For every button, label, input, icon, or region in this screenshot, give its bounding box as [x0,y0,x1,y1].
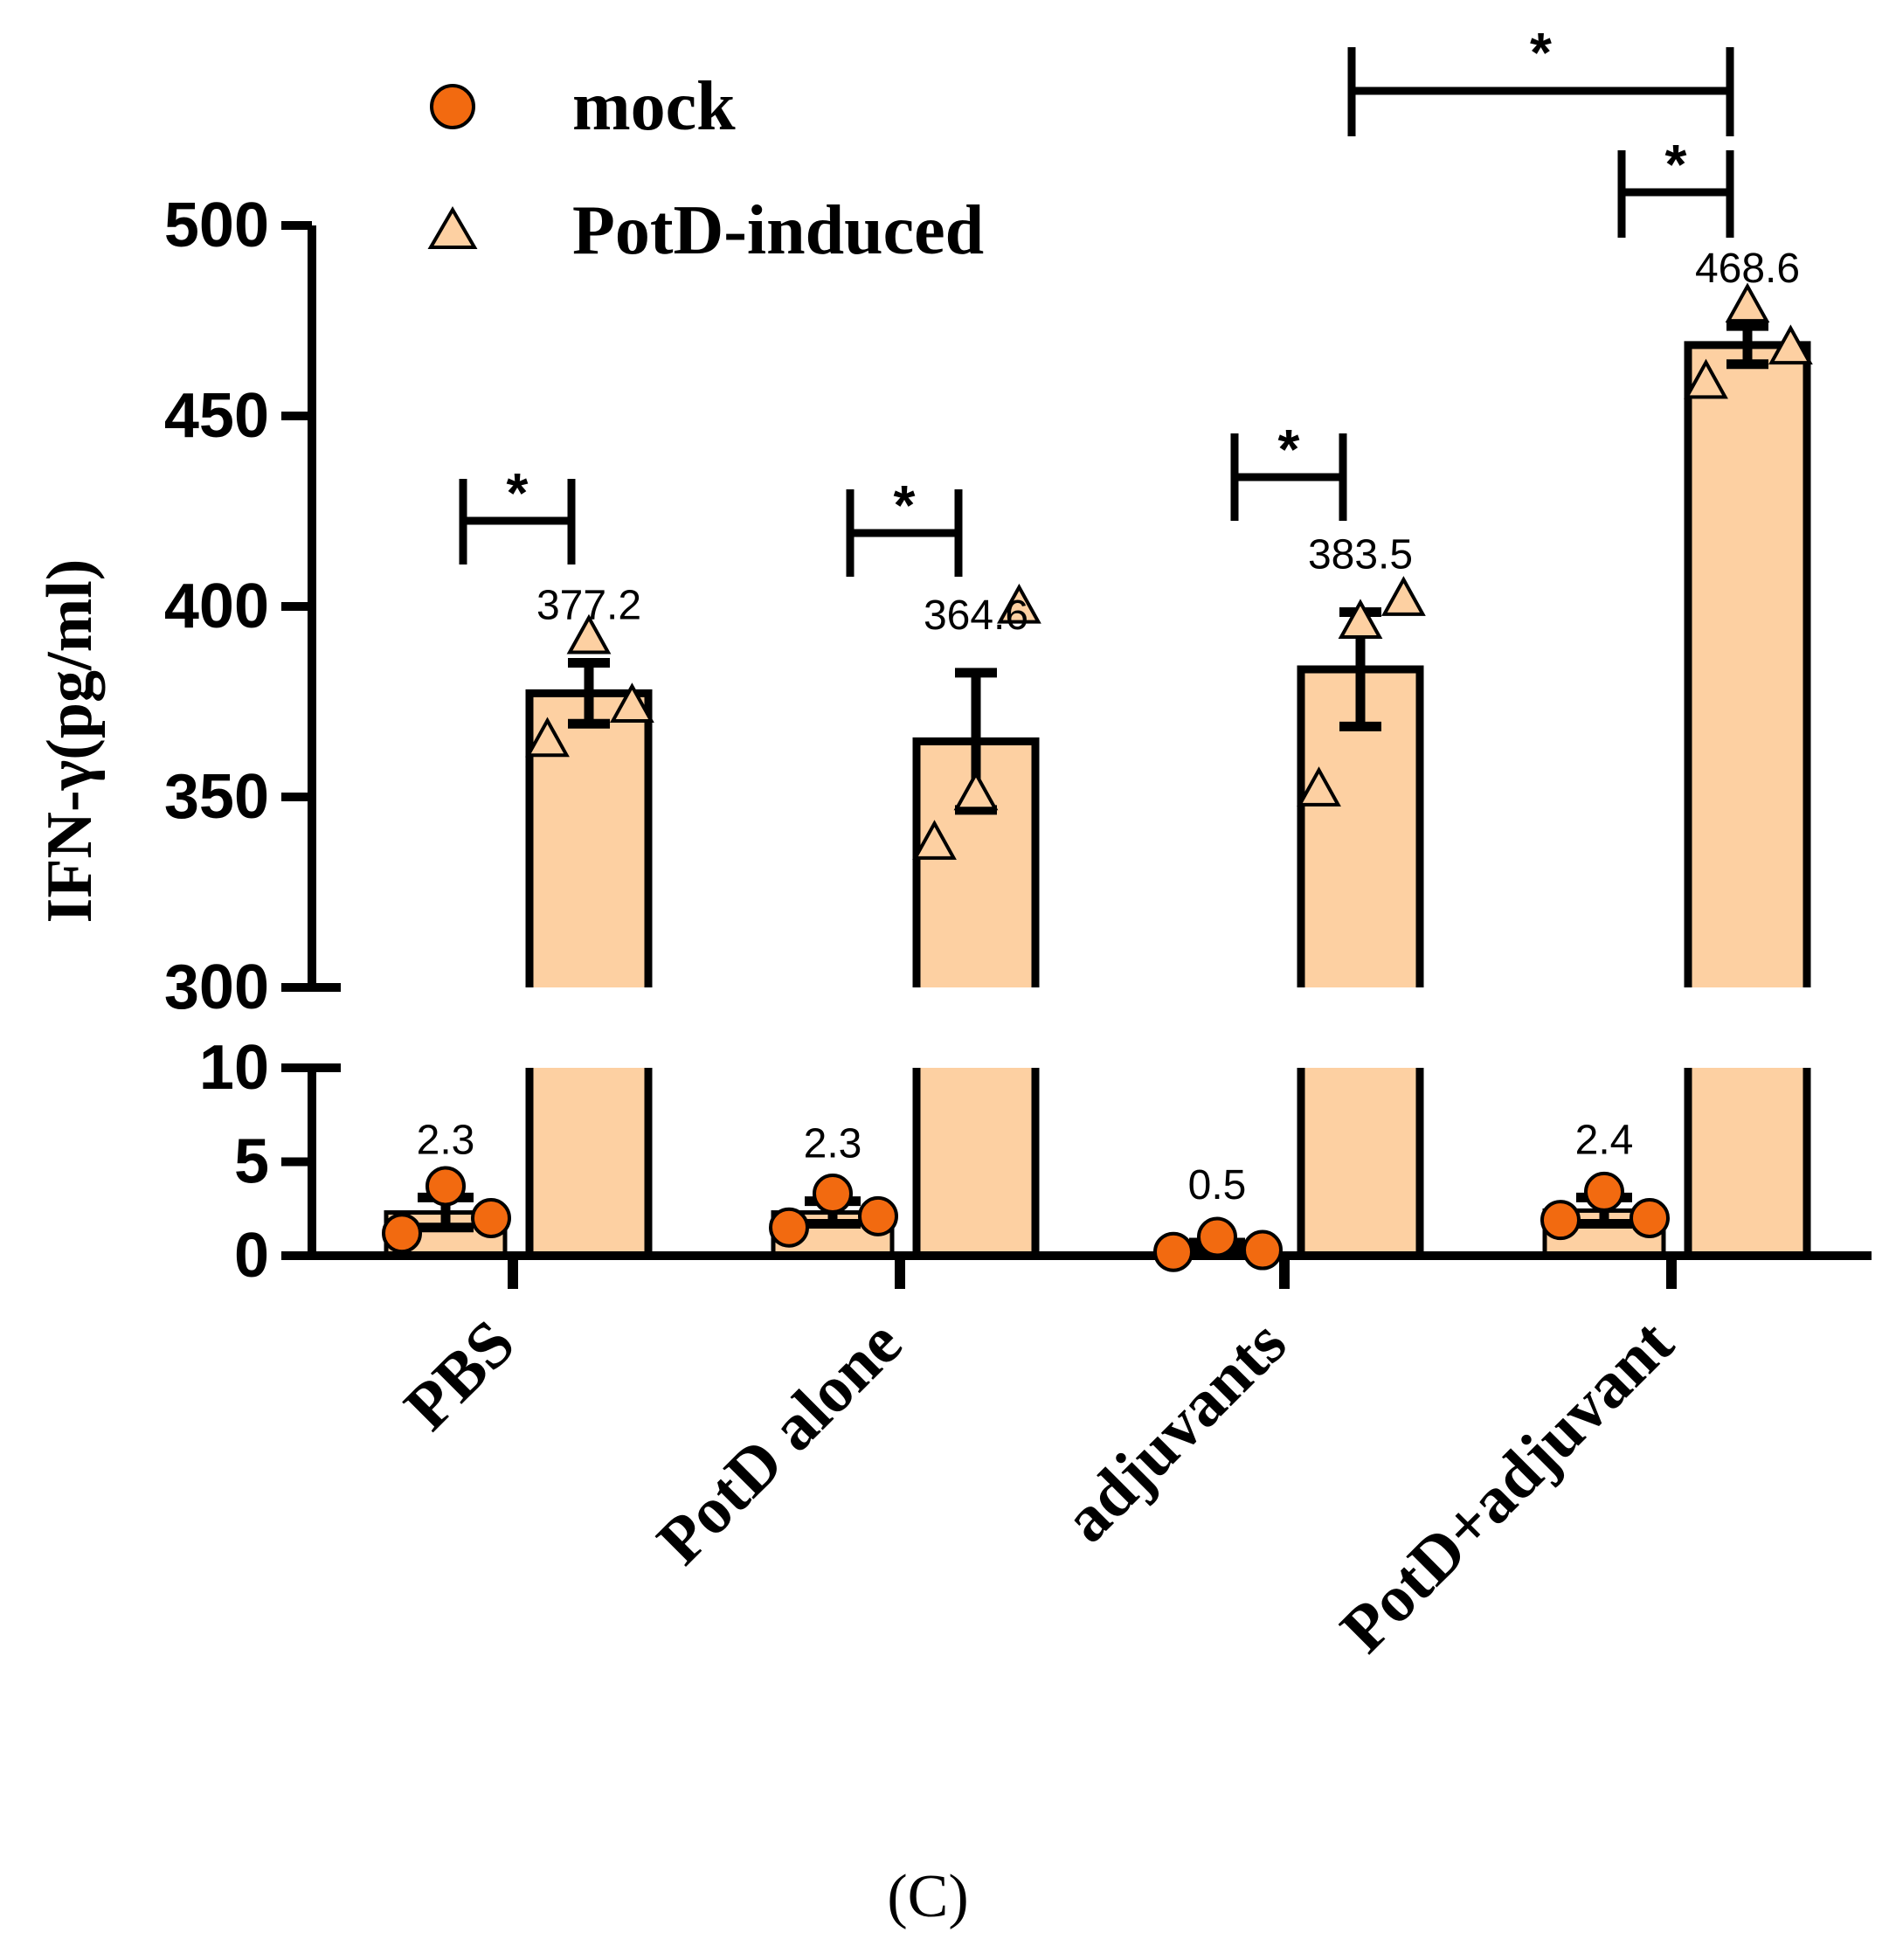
panel-label: (C) [887,1863,968,1930]
legend-label-mock: mock [572,68,736,145]
point-induced [953,770,999,811]
point-mock [769,1207,809,1248]
y-tick-label: 300 [164,952,269,1022]
point-mock [1153,1231,1194,1272]
x-tick-label-0: PBS [391,1306,529,1444]
point-mock [1197,1216,1237,1257]
data-label-induced-3: 468.6 [1695,246,1800,292]
sig-star: * [507,461,529,524]
bar-induced-lower-0 [529,1068,648,1256]
point-mock [813,1174,853,1215]
point-mock [382,1213,422,1254]
point-induced [1381,576,1426,616]
points-layer [382,282,1813,1272]
point-induced [912,820,957,860]
y-tick-label: 10 [199,1033,269,1103]
point-induced [525,717,570,758]
significance-layer: * * * * * [459,21,1734,577]
y-axis-label: IFN-γ(pg/ml) [34,559,106,924]
point-induced [566,613,612,654]
legend: mock PotD-induced [427,68,984,269]
sig-star: * [894,474,916,537]
x-tick-label-2: adjuvants [1050,1306,1300,1556]
point-induced [1684,358,1728,399]
data-label-mock-2: 0.5 [1188,1162,1247,1209]
data-label-mock-3: 2.4 [1575,1117,1634,1163]
data-label-mock-1: 2.3 [804,1121,862,1167]
point-induced [1338,599,1383,640]
point-induced [1725,282,1770,323]
bar-induced-lower-1 [917,1068,1035,1256]
y-tick-label: 5 [234,1127,269,1197]
y-tick-label: 500 [164,190,269,260]
data-label-induced-2: 383.5 [1308,532,1413,578]
point-mock [426,1166,466,1207]
labels-layer: 2.3 377.2 2.3 364.6 0.5 383.5 2.4 468.6 [417,246,1800,1209]
y-tick-label: 450 [164,381,269,451]
point-induced [1768,324,1813,365]
point-mock [1584,1171,1624,1212]
sig-star: * [1278,418,1300,481]
legend-marker-mock [430,84,475,129]
point-induced [997,583,1041,624]
point-mock [858,1195,898,1236]
x-tick-label-1: PotD alone [643,1306,916,1579]
bars-layer [384,321,1811,1258]
data-label-induced-1: 364.6 [924,592,1028,639]
y-tick-label: 400 [164,571,269,641]
sig-star: * [1665,133,1687,196]
point-mock [1630,1198,1670,1238]
y-tick-label: 0 [234,1221,269,1291]
sig-star: * [1530,21,1552,84]
point-mock [471,1198,511,1238]
data-label-mock-0: 2.3 [417,1117,475,1163]
data-label-induced-0: 377.2 [536,583,641,629]
bar-induced-lower-2 [1301,1068,1420,1256]
x-tick-label-3: PotD+adjuvant [1327,1306,1687,1666]
point-induced [610,682,654,723]
point-mock [1540,1200,1581,1241]
bar-induced-lower-3 [1688,1068,1807,1256]
point-induced [1297,766,1341,807]
bar-induced-upper-3 [1688,344,1807,987]
y-tick-label: 350 [164,762,269,832]
point-mock [1242,1229,1283,1271]
legend-label-induced: PotD-induced [572,192,984,269]
legend-marker-induced [427,206,478,249]
